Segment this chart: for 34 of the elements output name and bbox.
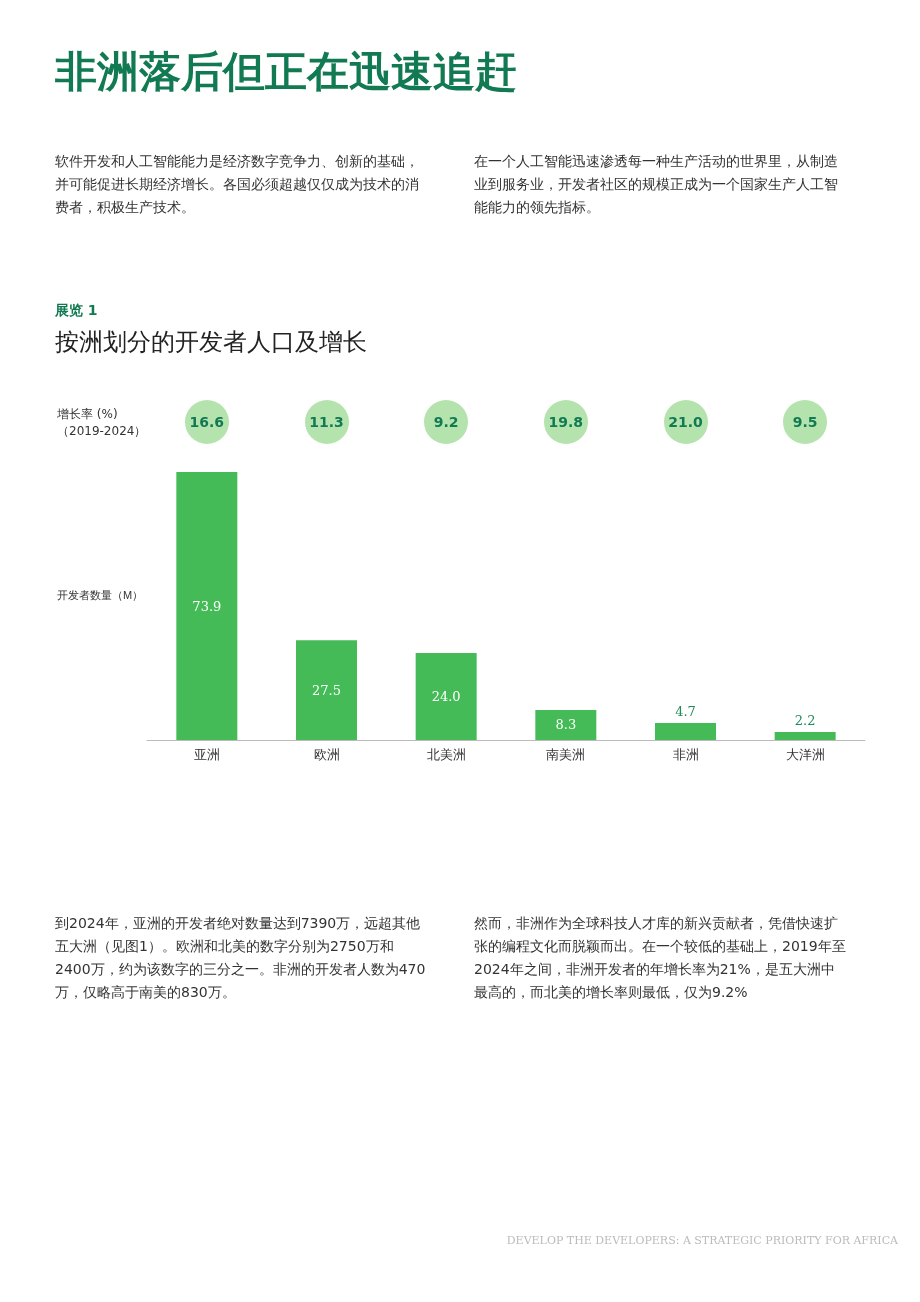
bar [774, 732, 836, 740]
circle-badge: 9.5 [783, 400, 828, 444]
data-label: 27.5 [312, 682, 341, 698]
text: 然而，非洲作为全球科技人才库的新兴贡献者，凭借快速扩张的编程文化而脱颖而出。在一个较低的基础上，2019年至2024年之间，非洲开发者的年增长率为21%，是五大洲中最高的，而北美的增长率则最低，仅为9.2% [474, 914, 846, 1002]
data-label: 8.3 [555, 717, 577, 733]
circle-badge: 19.8 [543, 400, 588, 444]
x-tick-label: 南美洲 [546, 747, 586, 762]
x-tick-label: 大洋洲 [785, 747, 825, 762]
bar [415, 653, 477, 740]
text: 软件开发和人工智能能力是经济数字竞争力、创新的基础，并可能促进长期经济增长。各国必须超越仅仅成为技术的消费者，积极生产技术。 [55, 152, 420, 217]
bar [655, 722, 716, 740]
bar [296, 640, 357, 740]
x-tick-label: 欧洲 [313, 747, 340, 762]
chart-subtitle: 按洲划分的开发者人口及增长 [55, 327, 367, 358]
bar [535, 709, 597, 740]
text: DEVELOP THE DEVELOPERS: A STRATEGIC PRIORITY FOR AFRICA [506, 1234, 898, 1247]
x-tick-label: 非洲 [672, 747, 699, 762]
y-axis-title: 开发者数量（M） [57, 589, 144, 601]
circle-badge: 16.6 [184, 400, 229, 444]
circle-badge: 11.3 [304, 400, 349, 444]
circle-badge: 9.2 [424, 400, 469, 444]
x-tick-label: 北美洲 [426, 747, 466, 762]
data-label: 73.9 [192, 598, 222, 614]
chart-title: 非洲落后但正在迅速追赶 [55, 46, 517, 98]
text: 增长率 (%)（2019-2024） [57, 406, 148, 440]
x-tick-label: 亚洲 [193, 747, 220, 762]
text: 到2024年，亚洲的开发者绝对数量达到7390万，远超其他五大洲（见图1）。欧洲和北美的数字分别为2750万和2400万，约为该数字的三分之一。非洲的开发者人数为470万，仅略高于南美的830万。 [55, 914, 427, 1002]
bar [176, 472, 238, 740]
text: 展览 1 [55, 302, 98, 320]
data-label: 2.2 [794, 713, 816, 729]
data-label: 4.7 [675, 703, 696, 719]
data-label: 24.0 [431, 689, 461, 704]
circle-badge: 21.0 [663, 400, 708, 444]
text: 在一个人工智能迅速渗透每一种生产活动的世界里，从制造业到服务业，开发者社区的规模正成为一个国家生产人工智能能力的领先指标。 [474, 152, 839, 217]
